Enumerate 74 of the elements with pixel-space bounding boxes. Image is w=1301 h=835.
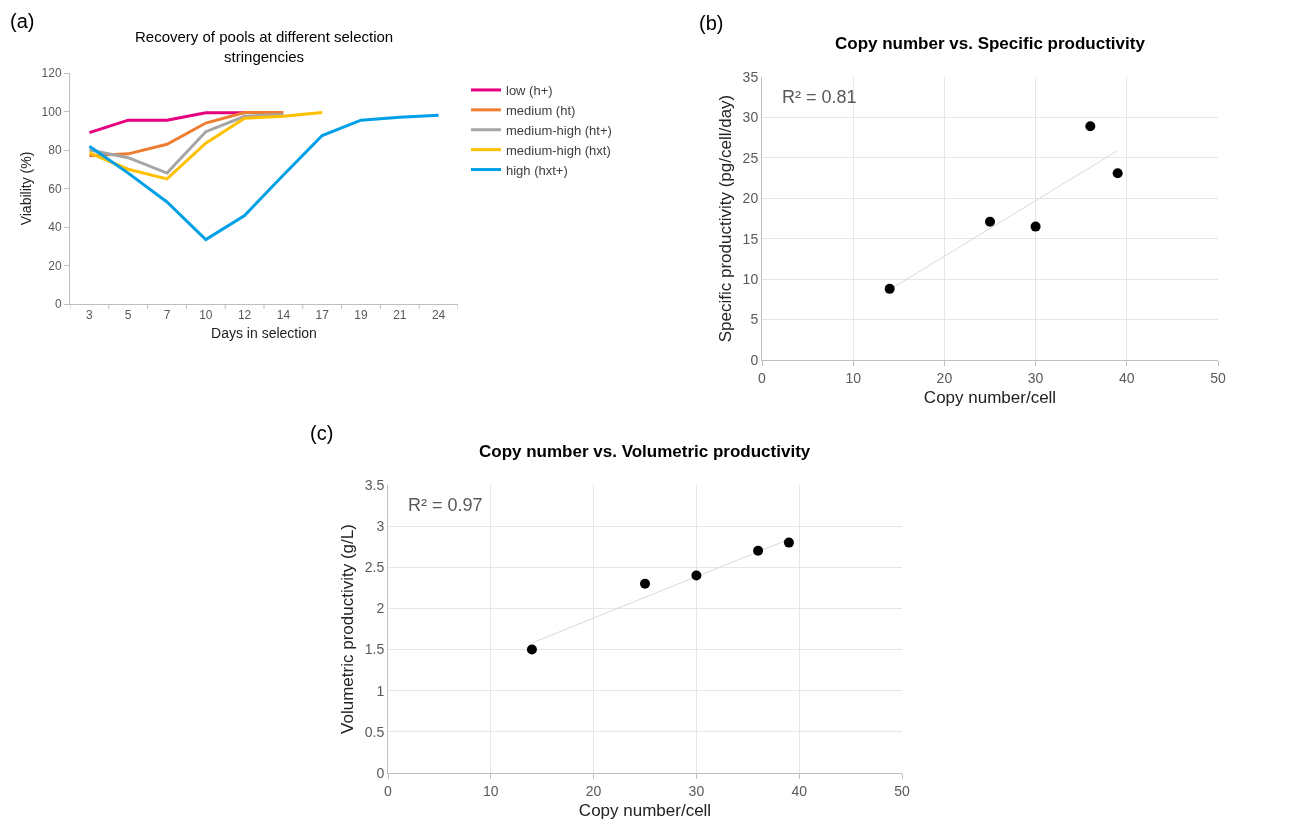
y-tick-label: 35 (742, 68, 759, 85)
y-axis-title: Viability (%) (18, 151, 35, 226)
line-series (87, 110, 324, 181)
y-tick-label: 1.5 (364, 641, 385, 658)
x-tick-label: 3 (86, 308, 94, 323)
legend-label: high (hxt+) (506, 162, 568, 178)
x-tick-label: 10 (845, 369, 862, 386)
point (1030, 221, 1041, 232)
x-tick-label: 20 (936, 369, 953, 386)
y-tick-label: 10 (742, 271, 759, 288)
legend-label: low (h+) (506, 83, 553, 99)
y-tick-label: 2 (376, 600, 385, 617)
point (884, 283, 895, 294)
x-tick-label: 50 (1210, 369, 1226, 386)
chart-title: Copy number vs. Specific productivity (835, 34, 1146, 53)
y-tick-label: 30 (742, 109, 759, 126)
point (783, 537, 794, 548)
x-tick-label: 12 (237, 308, 252, 323)
x-axis-title: Copy number/cell (578, 801, 712, 821)
y-tick-label: 3.5 (364, 476, 385, 493)
point (691, 570, 702, 581)
legend-label: medium (ht) (506, 102, 576, 118)
y-tick-label: 1 (376, 682, 385, 699)
line-series (87, 113, 441, 242)
annotation: R² = 0.97 (408, 495, 483, 515)
y-tick-label: 3 (376, 518, 385, 535)
y-tick-label: 0 (54, 297, 62, 312)
x-tick-label: 20 (585, 782, 602, 799)
y-axis-title: Volumetric productivity (g/L) (338, 524, 358, 734)
x-tick-label: 50 (894, 782, 910, 799)
annotation: R² = 0.81 (782, 87, 857, 107)
y-tick-label: 100 (41, 104, 62, 119)
line-series (87, 112, 285, 175)
y-tick-label: 0.5 (364, 723, 385, 740)
text: (c) (310, 422, 334, 444)
y-tick-label: 60 (48, 181, 62, 196)
chart-title: Copy number vs. Volumetric productivity (479, 442, 811, 461)
y-tick-label: 20 (48, 258, 62, 273)
text: (a) (10, 10, 35, 32)
y-tick-label: 15 (742, 230, 759, 247)
y-tick-label: 20 (742, 190, 759, 207)
x-tick-label: 5 (124, 308, 132, 323)
x-axis-title: Days in selection (211, 324, 317, 341)
y-tick-label: 80 (48, 143, 62, 158)
legend-label: medium-high (ht+) (506, 122, 612, 138)
y-tick-label: 0 (750, 351, 759, 368)
x-tick-label: 19 (354, 308, 368, 323)
x-tick-label: 21 (393, 308, 407, 323)
x-tick-label: 10 (483, 782, 499, 799)
point (1085, 121, 1096, 132)
x-tick-label: 30 (688, 782, 705, 799)
point (753, 545, 764, 556)
x-tick-label: 40 (791, 782, 808, 799)
point (526, 644, 537, 655)
y-axis-title: Specific productivity (pg/cell/day) (716, 94, 736, 343)
point (640, 578, 650, 589)
x-tick-label: 7 (163, 308, 171, 323)
y-tick-label: 2.5 (364, 559, 385, 576)
x-axis-title: Copy number/cell (923, 388, 1057, 408)
x-tick-label: 24 (431, 308, 446, 323)
point (985, 216, 995, 227)
point (1112, 168, 1123, 179)
y-tick-label: 25 (742, 149, 759, 166)
y-tick-label: 120 (41, 66, 62, 81)
x-tick-label: 30 (1027, 369, 1044, 386)
x-tick-label: 10 (199, 308, 213, 323)
y-tick-label: 40 (48, 220, 62, 235)
x-tick-label: 40 (1119, 369, 1135, 386)
chart-title: Recovery of pools at different selection stringencies (135, 28, 394, 65)
legend-label: medium-high (hxt) (506, 142, 611, 158)
x-tick-label: 14 (276, 308, 291, 323)
text: (b) (699, 12, 724, 34)
x-tick-label: 17 (315, 308, 330, 323)
y-tick-label: 0 (376, 764, 385, 781)
